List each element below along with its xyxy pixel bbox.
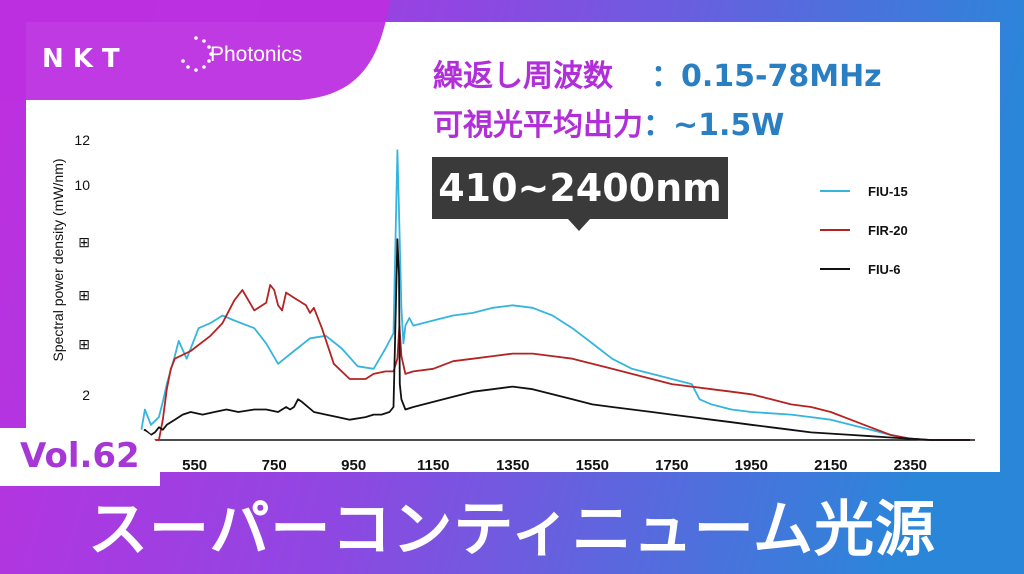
- x-tick-label: 1950: [735, 457, 768, 474]
- y-tick-label: ⊞: [78, 287, 90, 303]
- x-tick-label: 2350: [894, 457, 927, 474]
- x-tick-label: 1550: [576, 457, 609, 474]
- y-tick-label: 2: [82, 387, 90, 403]
- y-tick-label: ⊞: [78, 336, 90, 352]
- x-tick-label: 550: [182, 457, 207, 474]
- legend-label-fiu-15: FIU-15: [868, 184, 908, 199]
- x-tick-label: 1150: [417, 457, 450, 474]
- page-title: スーパーコンティニューム光源: [88, 495, 936, 565]
- y-tick-label: 12: [74, 132, 90, 148]
- spec-value-visible-power: ：~1.5W: [643, 108, 785, 143]
- series-line-fiu-6: [134, 238, 970, 441]
- series-line-fiu-15: [134, 149, 970, 441]
- spec-label-visible-power: 可視光平均出力: [433, 108, 643, 143]
- x-tick-label: 1750: [655, 457, 688, 474]
- series-line-fir-20: [135, 284, 970, 441]
- spec-label-repetition-rate: 繰返し周波数: [433, 59, 613, 94]
- callout-pointer: [568, 219, 590, 231]
- spec-line-2: 可視光平均出力：~1.5W: [433, 100, 784, 144]
- y-axis-label: Spectral power density (mW/nm): [50, 158, 66, 361]
- spec-value-repetition-rate: ：0.15-78MHz: [651, 59, 882, 94]
- volume-label: Vol.62: [20, 436, 140, 476]
- x-tick-label: 950: [341, 457, 366, 474]
- logo-banner: [0, 0, 390, 100]
- y-tick-label: 10: [74, 177, 90, 193]
- x-tick-label: 2150: [814, 457, 847, 474]
- y-tick-label: ⊞: [78, 234, 90, 250]
- brand-dots-icon: [181, 36, 213, 72]
- wavelength-range-callout: 410~2400nm: [432, 157, 728, 219]
- volume-badge: Vol.62: [0, 428, 160, 486]
- brand-logo: NKT: [42, 44, 129, 74]
- x-tick-label: 1350: [496, 457, 529, 474]
- brand-subtitle: Photonics: [210, 43, 303, 66]
- legend-label-fiu-6: FIU-6: [868, 262, 901, 277]
- legend-label-fir-20: FIR-20: [868, 223, 908, 238]
- x-tick-label: 750: [262, 457, 287, 474]
- spec-line-1: 繰返し周波数 ：0.15-78MHz: [433, 51, 882, 95]
